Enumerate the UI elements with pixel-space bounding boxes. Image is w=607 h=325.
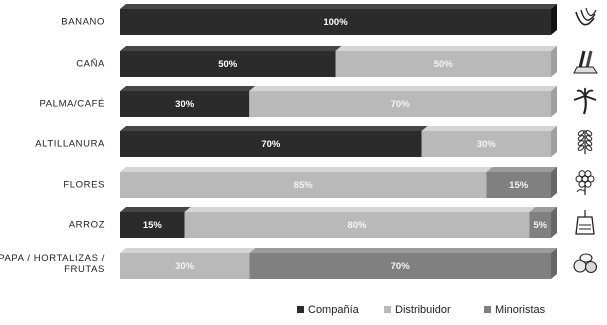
bar-segment: 70% (249, 248, 558, 279)
bar-end-face (551, 4, 557, 35)
data-label: 30% (175, 99, 195, 110)
category-label: ALTILLANURA (35, 139, 105, 150)
row-icons (573, 7, 598, 274)
data-label: 85% (294, 180, 314, 191)
bar-segment-top (486, 167, 557, 172)
data-label: 50% (218, 59, 238, 70)
data-label: 80% (348, 220, 368, 231)
bar-segment: 15% (486, 167, 557, 198)
bar-end-face (551, 248, 557, 279)
bar-segment-front (120, 172, 487, 198)
rice-bag-icon (575, 210, 595, 235)
bar-segment-top (120, 248, 256, 253)
legend-swatch (297, 306, 304, 313)
category-label: BANANO (61, 17, 105, 28)
bar-segment: 15% (120, 207, 191, 238)
legend-entry: Compañía (297, 304, 360, 316)
bar-segment-top (120, 4, 557, 9)
sugarcane-icon (573, 50, 598, 74)
category-label-line: FRUTAS (64, 264, 105, 275)
bar-segment-top (120, 126, 428, 131)
palm-tree-icon (573, 87, 597, 115)
bar-segment-top (335, 46, 557, 51)
category-label: ARROZ (69, 220, 105, 231)
legend: Compañía Distribuidor Minoristas (297, 304, 546, 316)
legend-swatch (484, 306, 491, 313)
data-label: 70% (261, 139, 281, 150)
flower-icon (575, 170, 595, 195)
bar-segment-front (120, 253, 250, 279)
bar-segment-top (120, 86, 256, 91)
bar-segment-front (421, 131, 551, 157)
legend-entry: Minoristas (484, 304, 546, 316)
data-label: 30% (175, 261, 195, 272)
bar-segment: 30% (421, 126, 557, 157)
bar-segment: 70% (249, 86, 558, 117)
category-label: CAÑA (76, 59, 105, 70)
category-label: PAPA / HORTALIZAS / FRUTAS (0, 253, 105, 275)
data-label: 5% (533, 220, 547, 231)
legend-swatch (384, 306, 391, 313)
vegetables-icon (573, 253, 598, 274)
data-label: 100% (323, 17, 348, 28)
data-label: 15% (143, 220, 163, 231)
bar-segment: 70% (120, 126, 428, 157)
bar-segment: 5% (529, 207, 557, 238)
bar-segment-front (249, 253, 552, 279)
legend-label: Minoristas (495, 304, 546, 316)
data-label: 50% (434, 59, 454, 70)
bar-segment-top (120, 207, 191, 212)
bar-segment: 80% (184, 207, 536, 238)
bar-segment: 30% (120, 86, 256, 117)
bar-segment-front (249, 91, 552, 117)
bar-segment: 30% (120, 248, 256, 279)
category-label: FLORES (63, 180, 105, 191)
bar-segment-front (529, 212, 551, 238)
wheat-icon (577, 130, 593, 154)
data-label: 70% (391, 99, 411, 110)
bar-segment-top (529, 207, 557, 212)
legend-label: Compañía (308, 304, 360, 316)
bar-segment-front (335, 51, 551, 77)
bars-layer: 100% 50% 50% 30% 70% 70% 30% 85% 15% 15% 80% 5% 30% 7… (120, 4, 558, 279)
bar-segment-front (184, 212, 530, 238)
bar-end-face (551, 167, 557, 198)
bar-end-face (551, 126, 557, 157)
data-label: 70% (391, 261, 411, 272)
bar-segment-front (120, 51, 336, 77)
legend-entry: Distribuidor (384, 304, 451, 316)
bar-segment: 50% (120, 46, 342, 77)
bar-segment-front (120, 131, 422, 157)
bar-segment-front (120, 9, 551, 35)
bar-segment-top (249, 86, 558, 91)
bar-segment-top (421, 126, 557, 131)
bar-segment-top (249, 248, 558, 253)
bar-segment: 50% (335, 46, 557, 77)
bar-segment-front (120, 91, 250, 117)
bar-segment-front (120, 212, 185, 238)
category-label: PALMA/CAFÉ (40, 99, 105, 110)
bar-end-face (551, 86, 557, 117)
category-label-line: PAPA / HORTALIZAS / (0, 253, 105, 264)
banana-icon (575, 7, 597, 26)
category-labels: BANANO CAÑA PALMA/CAFÉ ALTILLANURA FLORES ARR… (0, 17, 105, 275)
legend-label: Distribuidor (395, 304, 451, 316)
bar-segment-front (486, 172, 551, 198)
bar-end-face (551, 46, 557, 77)
bar-segment-top (184, 207, 536, 212)
bar-segment: 85% (120, 167, 493, 198)
bar-segment-top (120, 167, 493, 172)
data-label: 15% (509, 180, 529, 191)
bar-segment: 100% (120, 4, 557, 35)
data-label: 30% (477, 139, 497, 150)
bar-end-face (551, 207, 557, 238)
bar-segment-top (120, 46, 342, 51)
